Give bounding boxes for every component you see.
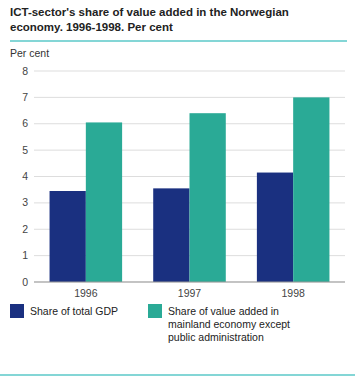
- bar: [86, 122, 122, 282]
- legend-label: Share of total GDP: [30, 305, 118, 317]
- legend: Share of total GDP Share of value added i…: [10, 304, 290, 343]
- x-tick-label: 1997: [178, 287, 202, 299]
- x-axis: [34, 282, 345, 283]
- y-tick-label: 6: [22, 117, 28, 129]
- legend-label: Share of value added inmainland economy …: [168, 305, 290, 343]
- grid-line: [34, 282, 345, 283]
- y-tick-label: 5: [22, 144, 28, 156]
- y-axis-label: Per cent: [10, 47, 49, 59]
- bar: [153, 188, 189, 282]
- bottom-rule: [0, 374, 355, 376]
- legend-swatch: [148, 304, 162, 318]
- grid: [34, 71, 345, 282]
- bar: [257, 173, 293, 282]
- y-tick-label: 1: [22, 249, 28, 261]
- title: ICT-sector's share of value added in the…: [10, 6, 289, 33]
- y-tick-label: 7: [22, 91, 28, 103]
- x-tick-label: 1996: [74, 287, 98, 299]
- y-tick-label: 2: [22, 223, 28, 235]
- bar: [50, 191, 86, 282]
- grid-line: [34, 71, 345, 72]
- legend-swatch: [10, 304, 24, 318]
- bar: [190, 113, 226, 282]
- chart: ICT-sector's share of value added in the…: [0, 0, 355, 378]
- y-tick-label: 4: [22, 170, 28, 182]
- bars: [50, 97, 330, 282]
- bar: [293, 97, 329, 282]
- y-tick-label: 8: [22, 65, 28, 77]
- y-tick-label: 3: [22, 196, 28, 208]
- separator: [10, 40, 347, 42]
- x-tick-label: 1998: [281, 287, 305, 299]
- y-tick-label: 0: [22, 276, 28, 288]
